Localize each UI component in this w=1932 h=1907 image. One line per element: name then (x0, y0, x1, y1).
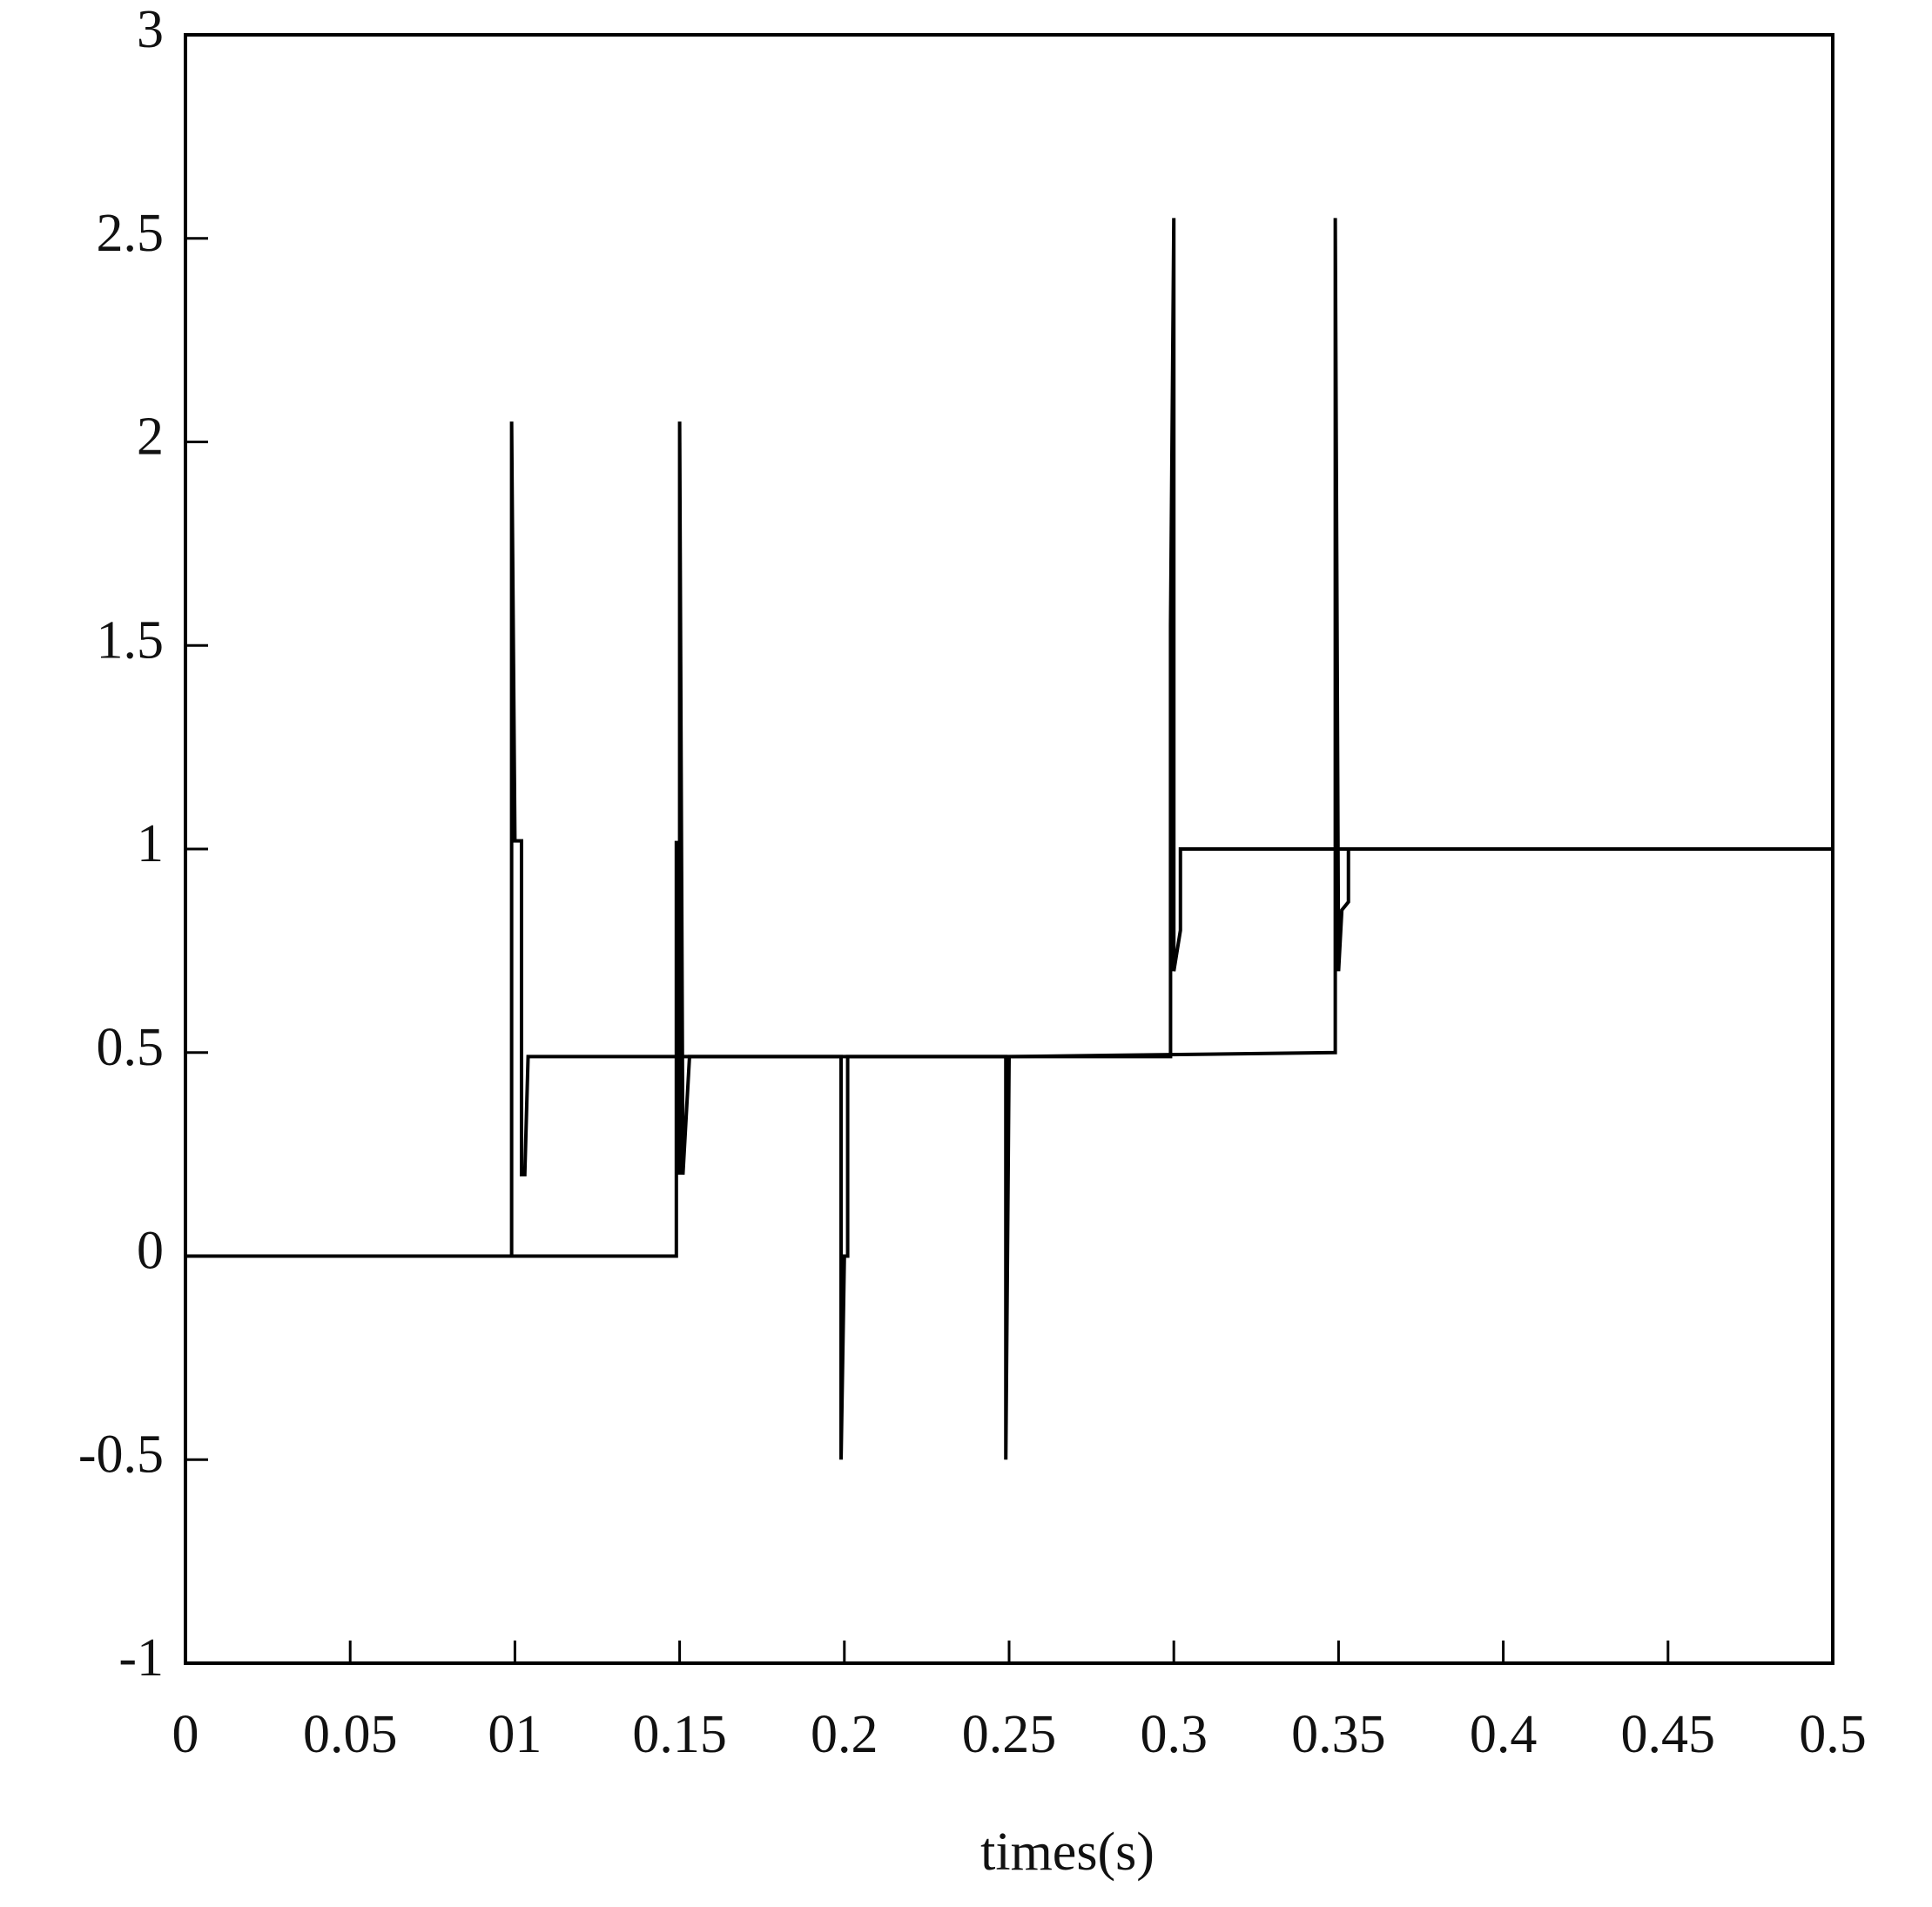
line-series (185, 218, 1833, 1460)
y-tick-label: 1.5 (97, 610, 165, 670)
line-series (185, 218, 1833, 1460)
x-tick-label: 0.2 (811, 1705, 878, 1764)
x-tick-label: 0.5 (1799, 1705, 1867, 1764)
y-tick-label: 0 (137, 1222, 164, 1281)
plot-frame (184, 33, 1834, 1665)
y-tick-label: -1 (118, 1628, 164, 1688)
y-tick-label: -0.5 (78, 1425, 164, 1484)
y-tick-label: 2.5 (97, 204, 165, 263)
x-tick-label: 0.25 (962, 1705, 1057, 1764)
x-tick-label: 0.35 (1291, 1705, 1386, 1764)
x-tick-label: 0.05 (303, 1705, 398, 1764)
y-tick-label: 0.5 (97, 1018, 165, 1077)
x-axis-label: times(s) (980, 1823, 1154, 1882)
y-tick-label: 1 (137, 814, 164, 873)
y-tick-label: 3 (137, 0, 164, 59)
x-tick-label: 0 (172, 1705, 199, 1764)
x-tick-label: 0.3 (1140, 1705, 1208, 1764)
x-tick-label: 0.45 (1621, 1705, 1716, 1764)
x-tick-label: 0.4 (1470, 1705, 1538, 1764)
x-tick-label: 01 (488, 1705, 542, 1764)
x-tick-label: 0.15 (632, 1705, 727, 1764)
y-tick-label: 2 (137, 408, 164, 467)
